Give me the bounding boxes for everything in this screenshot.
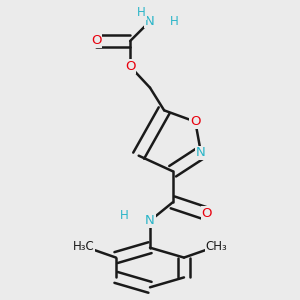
Text: H: H: [120, 208, 129, 222]
Text: N: N: [145, 15, 155, 28]
Text: H: H: [170, 15, 178, 28]
Text: N: N: [196, 146, 206, 159]
Text: H: H: [137, 6, 146, 19]
Text: N: N: [145, 214, 155, 227]
Text: O: O: [201, 207, 212, 220]
Text: CH₃: CH₃: [206, 240, 227, 253]
Text: O: O: [190, 115, 200, 128]
Text: O: O: [91, 34, 101, 47]
Text: O: O: [125, 60, 135, 73]
Text: H₃C: H₃C: [73, 240, 94, 253]
